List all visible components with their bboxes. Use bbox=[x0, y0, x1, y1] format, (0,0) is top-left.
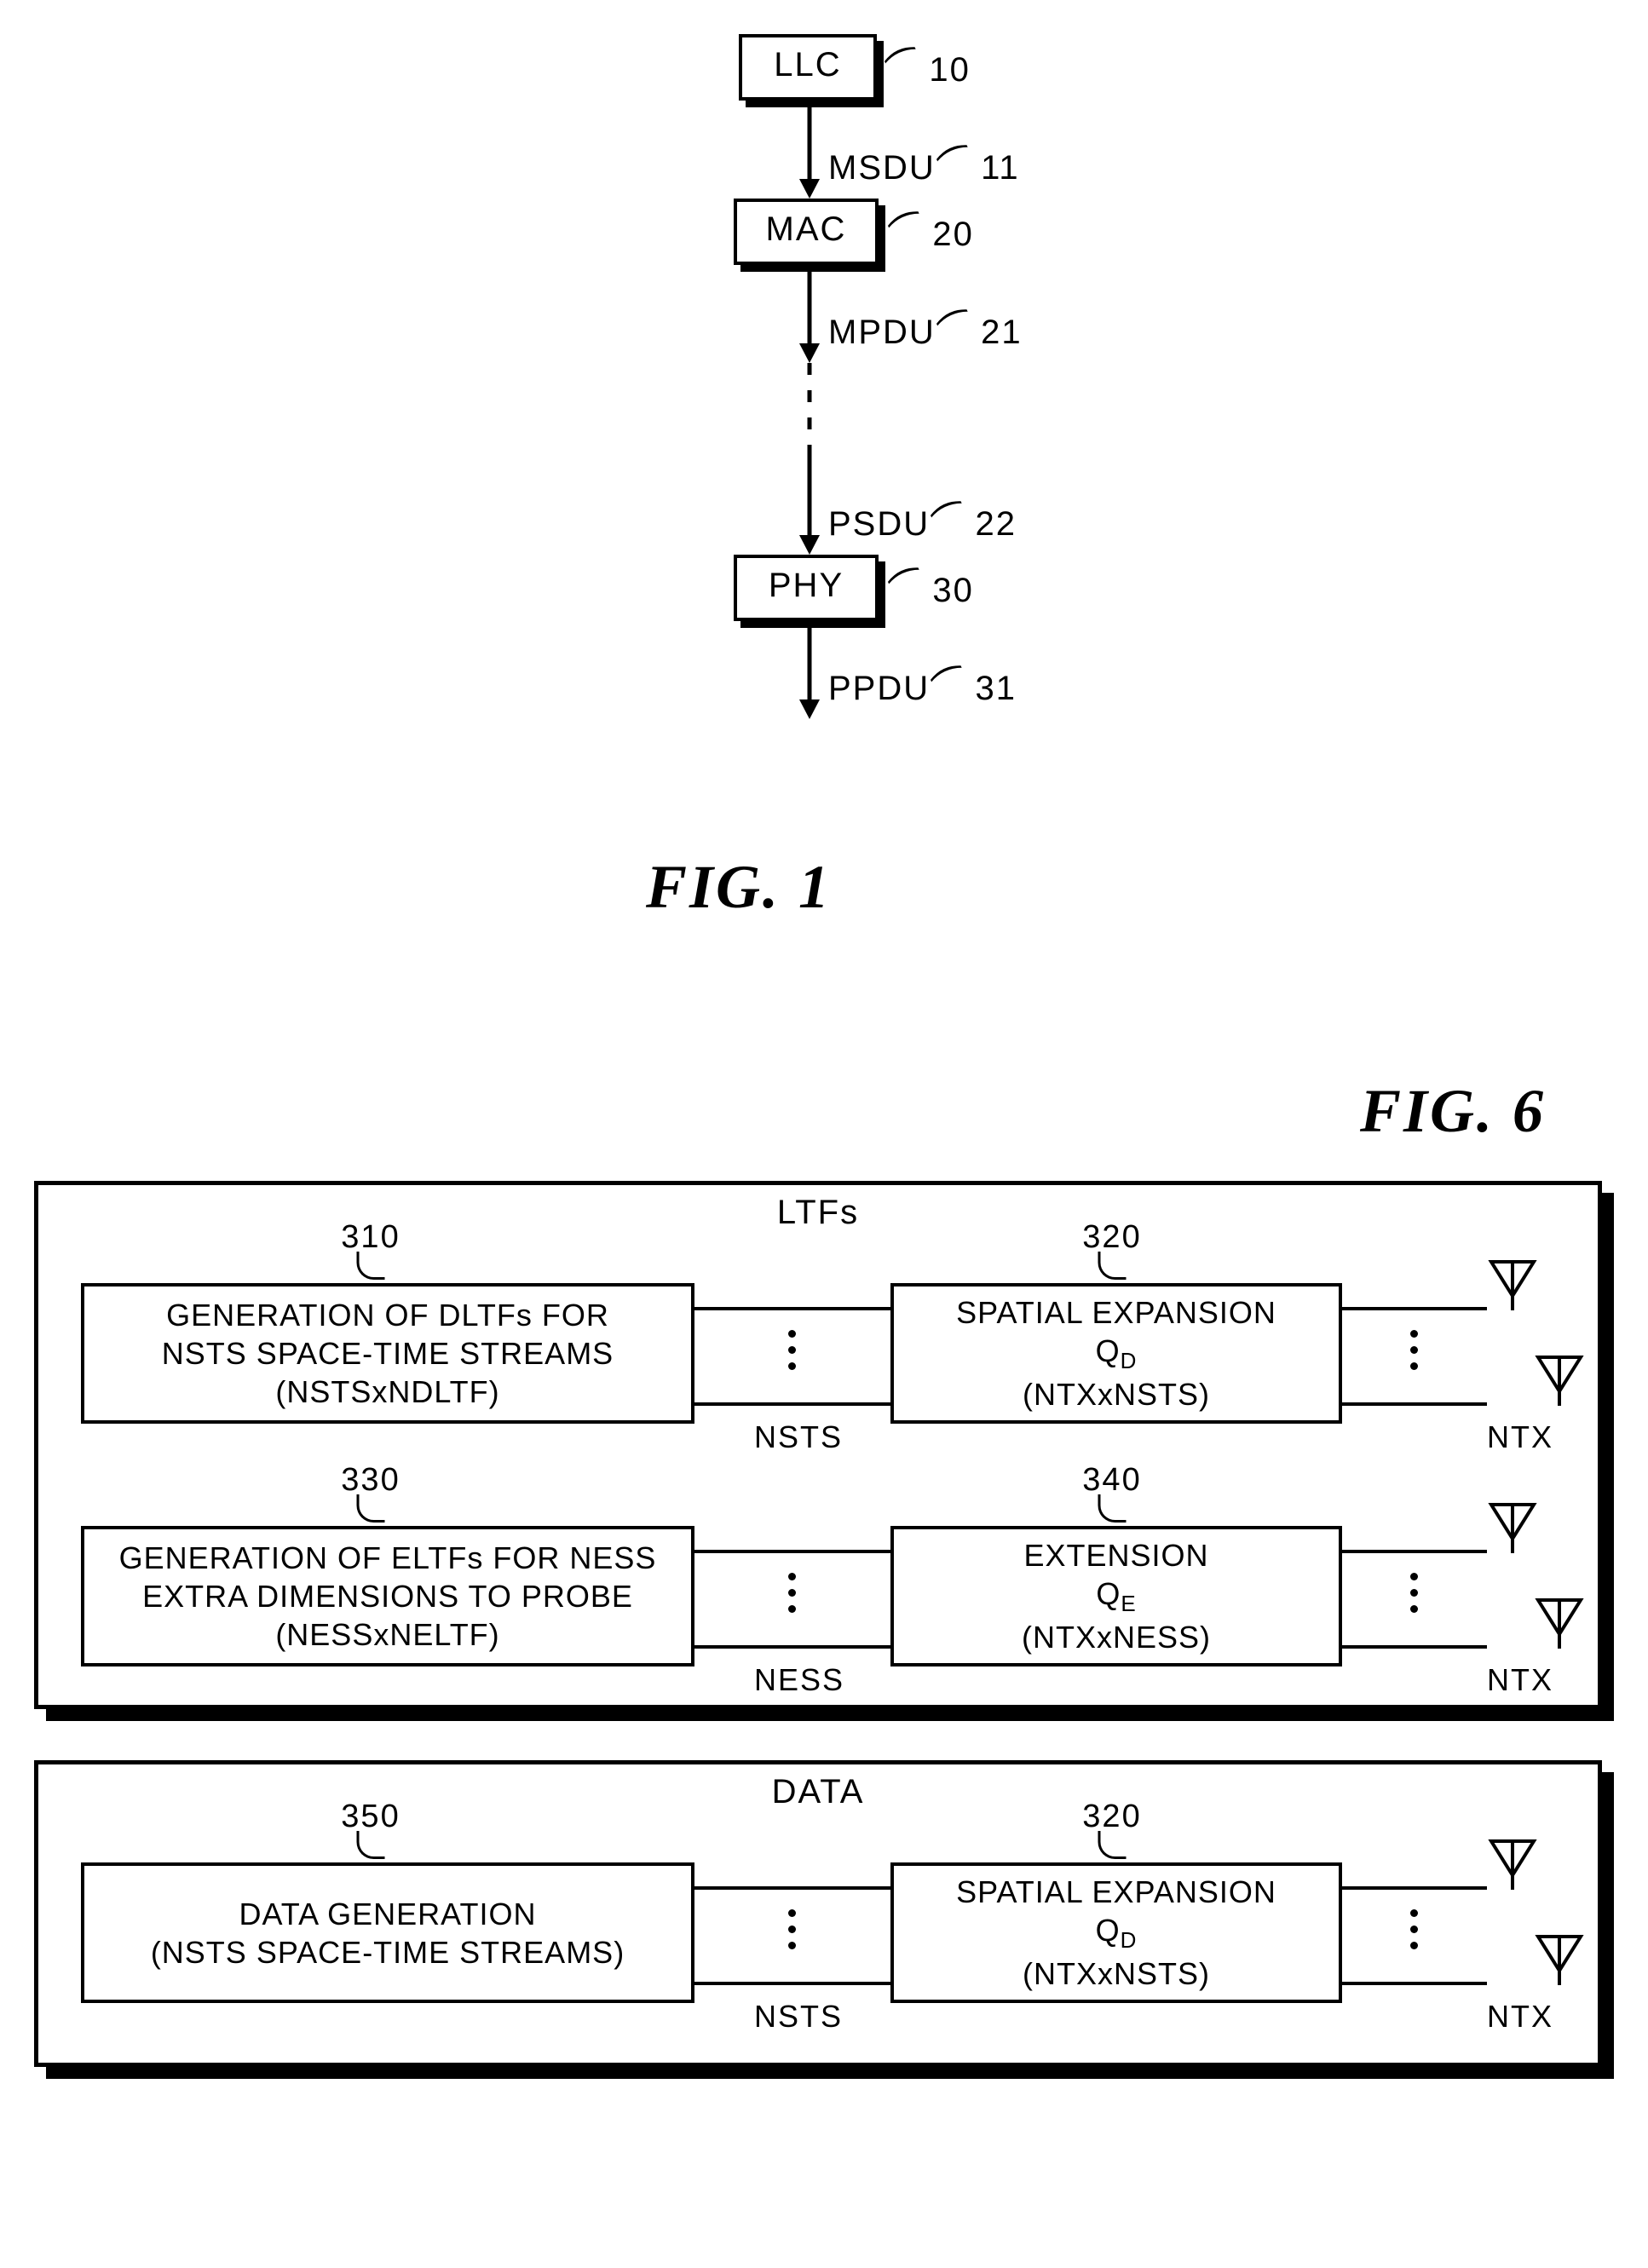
conn-320d-ant-top bbox=[1342, 1884, 1487, 1892]
b340-q: Q bbox=[1096, 1576, 1121, 1611]
b320d-sub: D bbox=[1121, 1927, 1138, 1953]
conn-350-320-bot bbox=[694, 1979, 890, 1988]
b320d-l1: QD bbox=[1096, 1911, 1138, 1954]
mpdu-ref: 21 bbox=[981, 314, 1023, 351]
fig1-caption: FIG. 1 bbox=[0, 852, 1614, 923]
b330-l0: GENERATION OF ELTFs FOR NESS bbox=[119, 1539, 657, 1577]
b320-l1: QD bbox=[1096, 1332, 1138, 1375]
b320-sub: D bbox=[1121, 1348, 1138, 1373]
phy-ref-text: 30 bbox=[932, 572, 974, 609]
llc-ref: ⁀10 bbox=[892, 47, 971, 90]
dots-320d-ant bbox=[1410, 1909, 1418, 1949]
antenna-icon bbox=[1487, 1258, 1538, 1317]
msdu-label: MSDU⁀11 bbox=[828, 145, 1020, 188]
llc-box: LLC bbox=[739, 34, 877, 101]
port-ntx-3: NTX bbox=[1487, 1999, 1553, 2035]
ref-320-data: 320 bbox=[1078, 1799, 1146, 1835]
conn-330-340-top bbox=[694, 1547, 890, 1556]
b320d-q: Q bbox=[1096, 1913, 1121, 1948]
psdu-text: PSDU bbox=[828, 505, 930, 543]
b340-l2: (NTXxNESS) bbox=[1022, 1618, 1211, 1656]
ppdu-text: PPDU bbox=[828, 670, 930, 707]
conn-310-320-bot bbox=[694, 1400, 890, 1408]
b340-l1: QE bbox=[1096, 1574, 1136, 1618]
phy-box: PHY bbox=[734, 555, 879, 621]
antenna-icon bbox=[1534, 1932, 1585, 1992]
antenna-icon bbox=[1487, 1837, 1538, 1897]
conn-320d-ant-bot bbox=[1342, 1979, 1487, 1988]
ref-340: 340 bbox=[1078, 1462, 1146, 1499]
ref-320: 320 bbox=[1078, 1219, 1146, 1256]
mpdu-text: MPDU bbox=[828, 314, 936, 351]
conn-320-ant-top bbox=[1342, 1304, 1487, 1313]
mac-box: MAC bbox=[734, 199, 879, 265]
block-330: GENERATION OF ELTFs FOR NESS EXTRA DIMEN… bbox=[81, 1526, 694, 1666]
b320-l0: SPATIAL EXPANSION bbox=[956, 1293, 1276, 1332]
psdu-ref: 22 bbox=[976, 505, 1017, 543]
mpdu-label: MPDU⁀21 bbox=[828, 309, 1023, 353]
b340-sub: E bbox=[1121, 1591, 1136, 1616]
arrow-mpdu bbox=[805, 265, 814, 363]
mac-ref: ⁀20 bbox=[896, 211, 974, 255]
port-ntx-1: NTX bbox=[1487, 1419, 1553, 1455]
b350-l1: (NSTS SPACE-TIME STREAMS) bbox=[151, 1933, 625, 1972]
antenna-icon bbox=[1534, 1596, 1585, 1655]
conn-320-ant-bot bbox=[1342, 1400, 1487, 1408]
ppdu-label: PPDU⁀31 bbox=[828, 665, 1017, 709]
b320-q: Q bbox=[1096, 1333, 1121, 1368]
conn-340-ant-bot bbox=[1342, 1643, 1487, 1651]
ref-330: 330 bbox=[337, 1462, 405, 1499]
b320d-l2: (NTXxNSTS) bbox=[1023, 1954, 1210, 1993]
conn-330-340-bot bbox=[694, 1643, 890, 1651]
antenna-icon bbox=[1487, 1500, 1538, 1560]
arrow-psdu bbox=[805, 457, 814, 555]
b310-l0: GENERATION OF DLTFs FOR bbox=[166, 1296, 609, 1334]
b310-l2: (NSTSxNDLTF) bbox=[275, 1373, 499, 1411]
ref-310: 310 bbox=[337, 1219, 405, 1256]
b330-l1: EXTRA DIMENSIONS TO PROBE bbox=[142, 1577, 633, 1615]
arrow-ppdu bbox=[805, 621, 814, 719]
arrow-msdu bbox=[805, 101, 814, 199]
fig6-caption: FIG. 6 bbox=[34, 1076, 1546, 1147]
port-nsts-1: NSTS bbox=[754, 1419, 843, 1455]
block-340: EXTENSION QE (NTXxNESS) bbox=[890, 1526, 1342, 1666]
b330-l2: (NESSxNELTF) bbox=[275, 1615, 499, 1654]
llc-ref-text: 10 bbox=[929, 51, 971, 89]
port-ness: NESS bbox=[754, 1662, 844, 1698]
b340-l0: EXTENSION bbox=[1023, 1536, 1208, 1574]
dots-330-340 bbox=[788, 1573, 796, 1613]
block-320: SPATIAL EXPANSION QD (NTXxNSTS) bbox=[890, 1283, 1342, 1424]
block-310: GENERATION OF DLTFs FOR NSTS SPACE-TIME … bbox=[81, 1283, 694, 1424]
block-350: DATA GENERATION (NSTS SPACE-TIME STREAMS… bbox=[81, 1862, 694, 2003]
mac-ref-text: 20 bbox=[932, 216, 974, 253]
port-ntx-2: NTX bbox=[1487, 1662, 1553, 1698]
msdu-text: MSDU bbox=[828, 149, 936, 187]
data-panel-title: DATA bbox=[38, 1773, 1598, 1811]
antenna-icon bbox=[1534, 1353, 1585, 1413]
ref-350: 350 bbox=[337, 1799, 405, 1835]
dashed-segment bbox=[805, 363, 814, 457]
port-nsts-2: NSTS bbox=[754, 1999, 843, 2035]
dots-310-320 bbox=[788, 1330, 796, 1370]
psdu-label: PSDU⁀22 bbox=[828, 501, 1017, 544]
b310-l1: NSTS SPACE-TIME STREAMS bbox=[162, 1334, 614, 1373]
data-panel: DATA 350 DATA GENERATION (NSTS SPACE-TIM… bbox=[34, 1760, 1602, 2067]
conn-350-320-top bbox=[694, 1884, 890, 1892]
ltf-panel-title: LTFs bbox=[38, 1194, 1598, 1232]
phy-ref: ⁀30 bbox=[896, 567, 974, 611]
dots-350-320 bbox=[788, 1909, 796, 1949]
dots-340-ant bbox=[1410, 1573, 1418, 1613]
conn-310-320-top bbox=[694, 1304, 890, 1313]
ppdu-ref: 31 bbox=[976, 670, 1017, 707]
ltf-panel: LTFs 310 GENERATION OF DLTFs FOR NSTS SP… bbox=[34, 1181, 1602, 1709]
b320-l2: (NTXxNSTS) bbox=[1023, 1375, 1210, 1413]
dots-320-ant bbox=[1410, 1330, 1418, 1370]
conn-340-ant-top bbox=[1342, 1547, 1487, 1556]
fig1-container: LLC ⁀10 MSDU⁀11 MAC ⁀20 MPDU⁀21 PSDU⁀22 … bbox=[441, 34, 1207, 801]
block-320-data: SPATIAL EXPANSION QD (NTXxNSTS) bbox=[890, 1862, 1342, 2003]
msdu-ref: 11 bbox=[981, 149, 1020, 187]
b320d-l0: SPATIAL EXPANSION bbox=[956, 1873, 1276, 1911]
b350-l0: DATA GENERATION bbox=[239, 1895, 536, 1933]
